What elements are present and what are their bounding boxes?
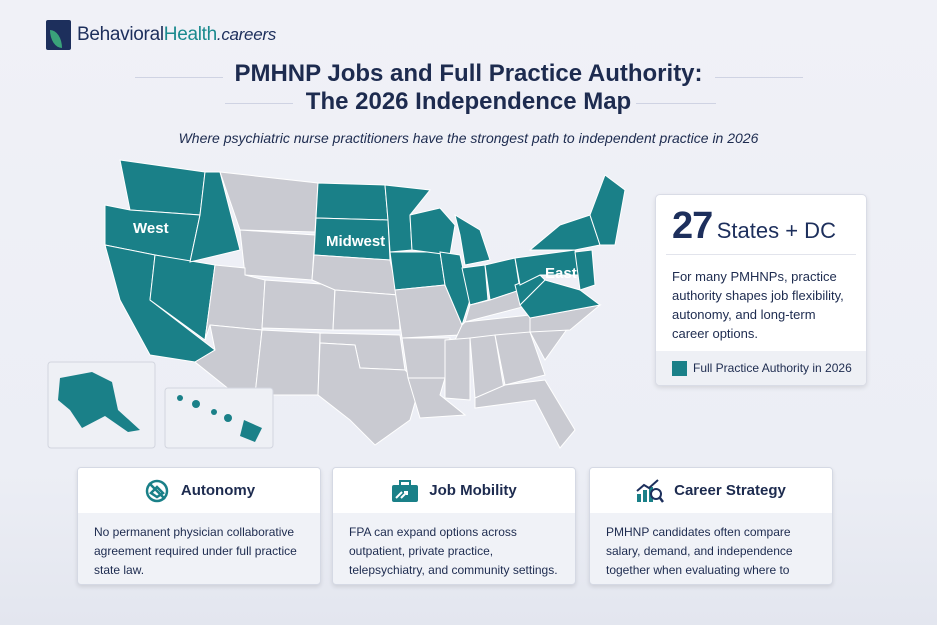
map-legend: Full Practice Authority in 2026: [656, 351, 866, 385]
state-md-de-nj: [574, 249, 596, 291]
divider: [225, 103, 293, 104]
logo-leaf-icon: [46, 20, 71, 50]
divider: [636, 103, 716, 104]
state-ia: [389, 251, 446, 291]
legend-label: Full Practice Authority in 2026: [693, 361, 852, 375]
brand-name: BehavioralHealth.careers: [77, 24, 276, 46]
state-wi: [409, 207, 456, 256]
fpa-state-count: 27: [672, 205, 713, 247]
state-nm: [254, 329, 321, 396]
chart-magnifier-icon: [636, 478, 665, 503]
page-subtitle: Where psychiatric nurse practitioners ha…: [178, 130, 759, 146]
divider: [715, 77, 803, 78]
state-pa: [514, 249, 581, 286]
us-map: West Midwest East: [47, 159, 626, 449]
state-hawaii: [177, 395, 262, 442]
card-title: Job Mobility: [429, 482, 517, 499]
card-job-mobility: Job Mobility FPA can expand options acro…: [332, 467, 576, 585]
briefcase-arrows-icon: [392, 479, 419, 502]
state-la: [407, 377, 467, 419]
brand-logo[interactable]: BehavioralHealth.careers: [46, 20, 276, 50]
state-fl: [474, 379, 576, 449]
state-nd: [315, 182, 389, 221]
state-ne-states: [589, 174, 626, 246]
region-label-midwest: Midwest: [326, 233, 385, 250]
region-label-east: East: [545, 265, 577, 282]
region-label-west: West: [133, 220, 169, 237]
stat-card: 27 States + DC For many PMHNPs, practice…: [655, 194, 867, 386]
card-autonomy: Autonomy No permanent physician collabor…: [77, 467, 321, 585]
state-wy: [239, 229, 316, 281]
state-ar: [401, 337, 451, 379]
brand-name-part: Health: [163, 24, 217, 45]
divider: [135, 77, 223, 78]
card-title: Career Strategy: [674, 482, 786, 499]
card-title: Autonomy: [180, 482, 256, 499]
state-ms: [444, 337, 471, 401]
state-alaska: [58, 372, 140, 432]
handshake-crossed-icon: [145, 479, 169, 502]
brand-name-part: .careers: [216, 25, 276, 44]
card-text: PMHNP candidates often compare salary, d…: [606, 525, 793, 584]
card-text: No permanent physician collaborative agr…: [94, 525, 297, 577]
state-mt: [219, 171, 319, 233]
page-title-line2: The 2026 Independence Map: [305, 88, 632, 115]
card-text: FPA can expand options across outpatient…: [349, 525, 558, 577]
state-ny: [528, 214, 601, 251]
legend-swatch: [672, 360, 687, 376]
fpa-state-unit: States + DC: [716, 218, 836, 243]
card-career-strategy: Career Strategy PMHNP candidates often c…: [589, 467, 833, 585]
page-title: PMHNP Jobs and Full Practice Authority:: [234, 60, 703, 87]
state-ks: [332, 289, 401, 331]
state-id: [189, 171, 241, 263]
stat-description: For many PMHNPs, practice authority shap…: [672, 269, 844, 341]
state-co: [261, 279, 336, 331]
state-ga: [494, 331, 546, 386]
state-wa: [119, 159, 206, 216]
brand-name-part: Behavioral: [77, 24, 164, 45]
state-mi: [454, 213, 491, 266]
